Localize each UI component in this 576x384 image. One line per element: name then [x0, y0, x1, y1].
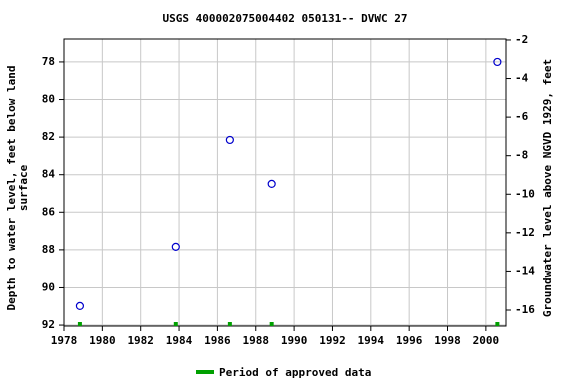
y-axis-label: Depth to water level, feet below land: [5, 65, 18, 310]
x-tick-label: 1986: [204, 334, 231, 347]
x-tick-label: 1978: [51, 334, 78, 347]
plot-frame: [63, 38, 507, 327]
y2-tick-label: -6: [515, 110, 529, 123]
y2-tick-label: -8: [515, 149, 528, 162]
y2-tick-label: -12: [515, 226, 535, 239]
data-point: [267, 179, 276, 189]
data-point: [225, 135, 234, 145]
chart-title: USGS 400002075004402 050131-- DVWC 27: [162, 12, 407, 25]
x-tick-label: 1988: [243, 334, 270, 347]
x-tick-label: 2000: [473, 334, 500, 347]
y2-tick-label: -2: [515, 33, 528, 46]
y-tick-label: 92: [42, 318, 55, 331]
x-tick-label: 1994: [358, 334, 385, 347]
y2-tick-label: -14: [515, 264, 535, 277]
data-point: [171, 242, 180, 251]
approved-period: [227, 322, 232, 326]
y2-tick-label: -10: [515, 187, 535, 200]
y-tick-label: 78: [42, 55, 55, 68]
data-point: [75, 301, 85, 310]
legend-label: Period of approved data: [219, 366, 371, 379]
y2-axis-label: Groundwater level above NGVD 1929, feet: [541, 59, 554, 317]
x-tick-label: 1982: [127, 334, 154, 347]
y2-tick-label: -4: [515, 72, 529, 85]
approved-period: [77, 322, 82, 326]
x-tick-label: 1980: [89, 334, 116, 347]
y-tick-label: 90: [42, 280, 55, 293]
approved-period: [173, 322, 178, 326]
y-tick-label: 84: [42, 168, 56, 181]
y2-tick-label: -16: [515, 303, 535, 316]
approved-period: [269, 322, 274, 326]
y-tick-label: 82: [42, 130, 55, 143]
y-tick-label: 86: [42, 205, 56, 218]
x-tick-label: 1992: [319, 334, 346, 347]
x-tick-label: 1984: [166, 334, 193, 347]
approved-period: [495, 322, 500, 326]
y-tick-label: 88: [42, 243, 55, 256]
x-tick-label: 1998: [434, 334, 461, 347]
data-point: [493, 57, 502, 67]
x-tick-label: 1990: [281, 334, 308, 347]
y-tick-label: 80: [42, 93, 55, 106]
y-axis-label: surface: [17, 164, 30, 211]
x-tick-label: 1996: [396, 334, 423, 347]
